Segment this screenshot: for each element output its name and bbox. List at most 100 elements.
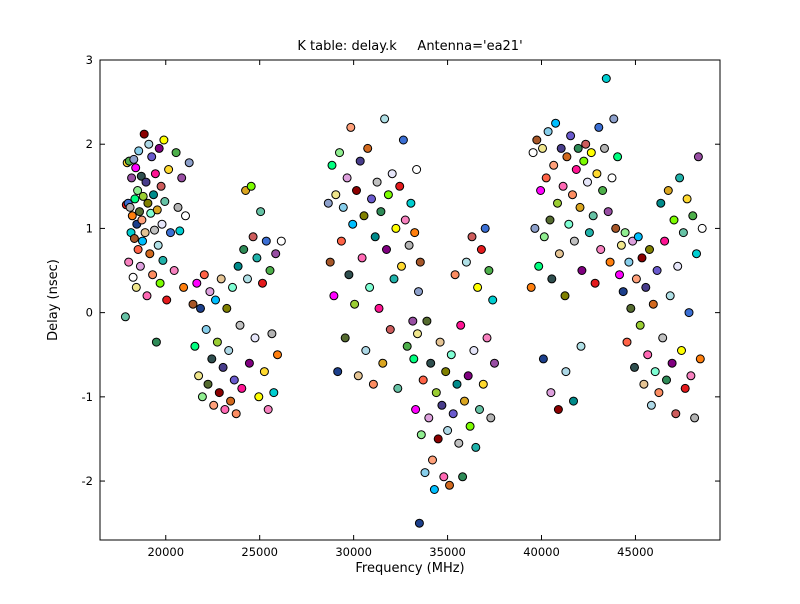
scatter-point bbox=[327, 160, 337, 170]
scatter-point bbox=[437, 400, 447, 410]
scatter-point bbox=[207, 354, 217, 364]
scatter-point bbox=[484, 266, 494, 275]
scatter-point bbox=[475, 405, 484, 414]
scatter-point bbox=[600, 143, 609, 153]
chart-title: K table: delay.k Antenna='ea21' bbox=[297, 39, 522, 54]
scatter-point bbox=[148, 270, 158, 280]
scatter-point bbox=[431, 388, 441, 398]
scatter-point bbox=[209, 400, 219, 410]
scatter-point bbox=[150, 169, 160, 179]
scatter-point bbox=[143, 198, 153, 208]
scatter-point bbox=[224, 346, 234, 355]
x-axis-label: Frequency (MHz) bbox=[355, 561, 464, 576]
scatter-point bbox=[650, 367, 660, 377]
scatter-point bbox=[690, 413, 700, 423]
scatter-point bbox=[545, 215, 555, 225]
scatter-point bbox=[665, 291, 675, 301]
scatter-point bbox=[363, 143, 373, 153]
scatter-point bbox=[538, 143, 547, 153]
scatter-point bbox=[526, 282, 536, 292]
scatter-point bbox=[654, 388, 664, 398]
scatter-point bbox=[149, 190, 158, 200]
scatter-point bbox=[162, 295, 172, 305]
scatter-point bbox=[137, 215, 147, 225]
scatter-point bbox=[128, 272, 138, 282]
scatter-point bbox=[611, 223, 621, 233]
scatter-point bbox=[581, 139, 591, 149]
scatter-point bbox=[688, 211, 698, 221]
scatter-point bbox=[150, 225, 159, 235]
scatter-point bbox=[179, 282, 189, 292]
scatter-point bbox=[350, 299, 360, 309]
scatter-point bbox=[258, 278, 267, 288]
scatter-point bbox=[235, 320, 245, 330]
scatter-point bbox=[237, 383, 247, 393]
scatter-point bbox=[624, 257, 634, 267]
scatter-point bbox=[478, 379, 488, 389]
scatter-point bbox=[460, 396, 469, 406]
scatter-point bbox=[181, 211, 190, 221]
scatter-point bbox=[543, 127, 553, 137]
scatter-point bbox=[686, 371, 696, 381]
scatter-point bbox=[435, 337, 445, 347]
scatter-point bbox=[616, 240, 626, 250]
scatter-point bbox=[169, 266, 179, 275]
scatter-point bbox=[450, 270, 460, 280]
scatter-point bbox=[158, 255, 168, 265]
scatter-point bbox=[598, 186, 608, 195]
scatter-point bbox=[605, 257, 615, 267]
scatter-point bbox=[652, 266, 662, 275]
scatter-point bbox=[429, 485, 439, 494]
scatter-point bbox=[133, 186, 143, 195]
scatter-point bbox=[188, 299, 198, 309]
scatter-point bbox=[382, 245, 391, 254]
scatter-point bbox=[573, 143, 583, 153]
scatter-point bbox=[325, 257, 335, 267]
scatter-point bbox=[135, 207, 144, 217]
scatter-point bbox=[445, 480, 454, 490]
scatter-point bbox=[547, 274, 557, 284]
scatter-point bbox=[613, 152, 623, 162]
scatter-point bbox=[482, 333, 492, 343]
scatter-point bbox=[124, 257, 134, 267]
scatter-point bbox=[471, 442, 481, 452]
scatter-point bbox=[409, 354, 419, 364]
scatter-point bbox=[397, 261, 406, 271]
scatter-point bbox=[138, 236, 147, 246]
scatter-point bbox=[138, 191, 148, 201]
scatter-point bbox=[553, 405, 563, 414]
scatter-point bbox=[378, 358, 388, 368]
scatter-point bbox=[560, 291, 570, 301]
scatter-point bbox=[643, 350, 653, 360]
scatter-point bbox=[391, 223, 401, 233]
scatter-point bbox=[269, 388, 279, 398]
scatter-point bbox=[263, 405, 273, 414]
y-tick-label: 2 bbox=[86, 137, 93, 151]
scatter-point bbox=[558, 181, 568, 191]
scatter-point bbox=[131, 282, 141, 292]
scatter-point bbox=[576, 341, 586, 351]
scatter-point bbox=[564, 219, 574, 229]
scatter-point bbox=[697, 223, 707, 233]
scatter-point bbox=[633, 232, 643, 242]
scatter-point bbox=[199, 270, 209, 280]
scatter-point bbox=[342, 173, 352, 183]
scatter-point bbox=[273, 350, 282, 360]
scatter-point bbox=[592, 169, 602, 179]
scatter-point bbox=[414, 518, 424, 528]
scatter-point bbox=[385, 325, 395, 334]
data-points bbox=[120, 74, 707, 528]
scatter-point bbox=[639, 379, 649, 389]
scatter-point bbox=[352, 186, 361, 195]
scatter-point bbox=[254, 392, 264, 402]
y-tick-label: 0 bbox=[86, 306, 93, 320]
scatter-point bbox=[404, 240, 414, 250]
scatter-point bbox=[216, 274, 226, 284]
scatter-point bbox=[465, 421, 475, 431]
scatter-point bbox=[353, 371, 363, 381]
scatter-point bbox=[536, 186, 546, 195]
scatter-point bbox=[177, 173, 187, 183]
scatter-point bbox=[239, 245, 249, 254]
scatter-point bbox=[127, 211, 137, 221]
